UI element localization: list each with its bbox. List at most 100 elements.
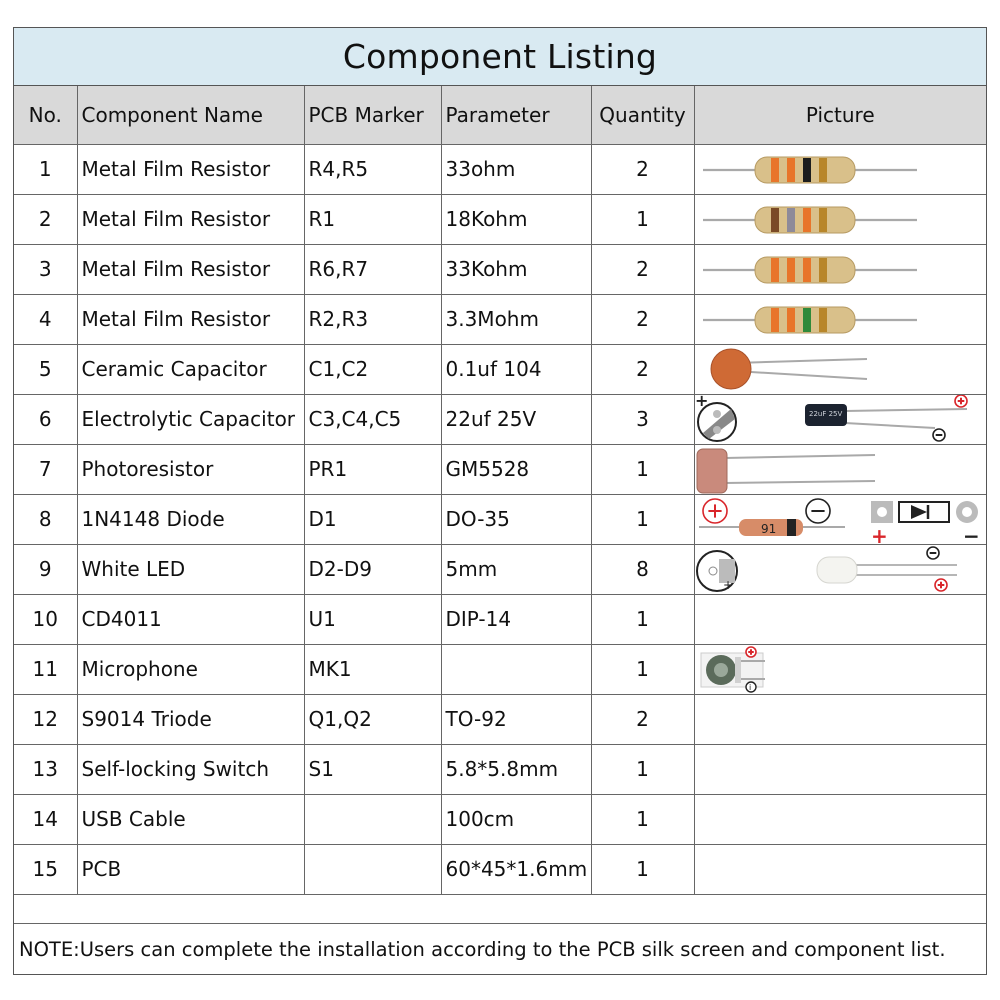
picture-svg: 91 + − (698, 497, 979, 543)
pcb-marker: C1,C2 (303, 343, 442, 395)
component-name: Photoresistor (76, 443, 305, 495)
component-name: Metal Film Resistor (76, 144, 305, 195)
pcb-marker (303, 793, 442, 845)
parameter-value: 18Kohm (440, 193, 592, 245)
component-picture (693, 343, 986, 395)
component-name: S9014 Triode (76, 693, 305, 745)
quantity-value: 1 (590, 593, 695, 645)
pcb-marker: C3,C4,C5 (303, 393, 442, 445)
parameter-value: 0.1uf 104 (440, 343, 592, 395)
plus-sign-icon (953, 395, 968, 408)
component-picture: +22uF 25V (693, 393, 986, 445)
row-number: 10 (14, 593, 78, 645)
capacitor-marking: 22uF 25V (809, 410, 843, 418)
row-number: 15 (14, 843, 78, 895)
component-table: No. Component Name PCB Marker Parameter … (14, 86, 986, 895)
resistor-band (802, 207, 811, 232)
component-name: Ceramic Capacitor (76, 343, 305, 395)
pcb-marker: R6,R7 (303, 243, 442, 295)
parameter-value: DIP-14 (440, 593, 592, 645)
quantity-value: 8 (590, 543, 695, 595)
component-name: Electrolytic Capacitor (76, 393, 305, 445)
parameter-value: 33ohm (440, 144, 592, 195)
resistor-band (770, 257, 779, 282)
picture-svg (702, 206, 917, 233)
ground-marker-icon (744, 680, 757, 693)
row-number: 12 (14, 693, 78, 745)
component-name: Self-locking Switch (76, 743, 305, 795)
row-number: 11 (14, 643, 78, 695)
picture-svg: + (695, 545, 957, 592)
minus-sign-icon (931, 427, 946, 442)
parameter-value: TO-92 (440, 693, 592, 745)
picture-svg (702, 156, 917, 183)
component-name: 1N4148 Diode (76, 493, 305, 545)
resistor-band (786, 157, 795, 182)
quantity-value: 2 (590, 343, 695, 395)
row-number: 2 (14, 193, 78, 245)
parameter-value: 3.3Mohm (440, 293, 592, 345)
pcb-marker: MK1 (303, 643, 442, 695)
parameter-value: GM5528 (440, 443, 592, 495)
component-name: Microphone (76, 643, 305, 695)
electrolytic-capacitor-image: +22uF 25V (695, 395, 968, 442)
parameter-value: 100cm (440, 793, 592, 845)
row-number: 3 (14, 243, 78, 295)
photoresistor-image (696, 448, 875, 493)
row-number: 5 (14, 343, 78, 395)
diode-image: 91 + − (698, 497, 979, 543)
row-number: 8 (14, 493, 78, 545)
component-name: USB Cable (76, 793, 305, 845)
minus-sign-icon (804, 497, 831, 524)
parameter-value: 22uf 25V (440, 393, 592, 445)
header-parameter: Parameter (440, 86, 592, 145)
plus-sign-icon (701, 497, 728, 524)
resistor-band (770, 307, 779, 332)
resistor-band (770, 157, 779, 182)
installation-note: NOTE:Users can complete the installation… (14, 923, 986, 974)
pcb-marker: R1 (303, 193, 442, 245)
row-number: 6 (14, 393, 78, 445)
plus-sign-icon (933, 577, 948, 592)
resistor-band (802, 257, 811, 282)
resistor-band (802, 157, 811, 182)
pcb-marker (303, 843, 442, 895)
component-picture (693, 593, 986, 645)
quantity-value: 1 (590, 443, 695, 495)
component-picture: + (693, 543, 986, 595)
row-number: 7 (14, 443, 78, 495)
parameter-value: 5mm (440, 543, 592, 595)
table-row: 9 White LED D2-D9 5mm 8 + (14, 543, 986, 595)
pcb-marker: R2,R3 (303, 293, 442, 345)
component-picture (693, 293, 986, 345)
header-pcb-marker: PCB Marker (303, 86, 442, 145)
table-row: 2 Metal Film Resistor R1 18Kohm 1 (14, 193, 986, 245)
quantity-value: 3 (590, 393, 695, 445)
resistor-band (770, 207, 779, 232)
white-led-image: + (695, 545, 957, 592)
row-number: 13 (14, 743, 78, 795)
quantity-value: 1 (590, 493, 695, 545)
quantity-value: 1 (590, 743, 695, 795)
row-number: 1 (14, 144, 78, 195)
table-row: 15 PCB 60*45*1.6mm 1 (14, 843, 986, 895)
microphone-image: i (700, 645, 765, 693)
resistor-band (818, 207, 827, 232)
component-picture: 91 + − (693, 493, 986, 545)
parameter-value: 33Kohm (440, 243, 592, 295)
picture-svg (702, 306, 917, 333)
table-row: 4 Metal Film Resistor R2,R3 3.3Mohm 2 (14, 293, 986, 345)
table-row: 7 Photoresistor PR1 GM5528 1 (14, 443, 986, 495)
table-row: 5 Ceramic Capacitor C1,C2 0.1uf 104 2 (14, 343, 986, 395)
component-picture (693, 443, 986, 495)
resistor-18kohm-image (702, 206, 917, 233)
quantity-value: 2 (590, 243, 695, 295)
picture-svg (702, 256, 917, 283)
component-name: Metal Film Resistor (76, 193, 305, 245)
component-picture (693, 193, 986, 245)
component-picture (693, 243, 986, 295)
resistor-band (786, 257, 795, 282)
led-plus-label: + (723, 578, 733, 592)
resistor-band (786, 307, 795, 332)
component-picture (693, 693, 986, 745)
